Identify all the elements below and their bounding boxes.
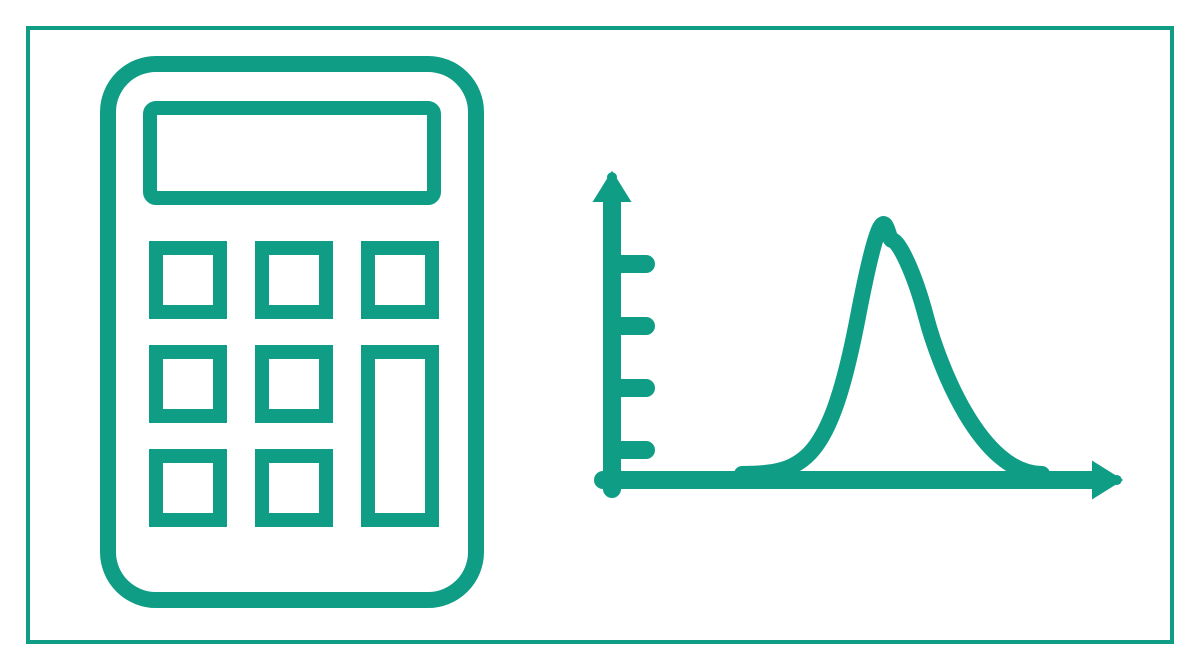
- bell-curve: [742, 224, 1042, 474]
- bell-curve-chart-icon: [0, 0, 1200, 668]
